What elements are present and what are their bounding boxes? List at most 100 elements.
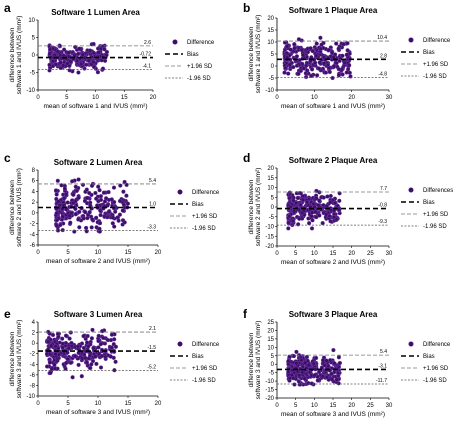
y-tick-label: 2 (32, 331, 36, 337)
y-axis-label-line: software 3 and IVUS (mm²) (255, 321, 262, 400)
x-axis-label: mean of software 3 and IVUS (mm²) (281, 411, 385, 418)
difference-point (89, 362, 94, 367)
difference-point (328, 193, 333, 199)
legend-label: -1.96 SD (423, 224, 447, 230)
difference-point (54, 211, 59, 216)
difference-point (299, 358, 304, 363)
difference-point (47, 62, 52, 67)
scatter-points (282, 35, 353, 81)
x-tick-label: 10 (311, 251, 318, 257)
difference-point (331, 64, 336, 69)
lower-limit-label: -4.1 (142, 63, 151, 69)
difference-point (66, 54, 71, 59)
difference-point (96, 50, 101, 55)
difference-point (98, 208, 103, 213)
difference-point (321, 195, 326, 200)
x-tick-label: 0 (36, 95, 40, 101)
difference-point (80, 182, 86, 187)
difference-point (331, 215, 337, 220)
difference-point (47, 360, 52, 365)
difference-point (60, 214, 65, 219)
difference-point (91, 59, 96, 65)
y-tick-label: -10 (265, 379, 274, 385)
difference-point (76, 70, 81, 75)
difference-point (287, 376, 292, 381)
difference-point (53, 344, 58, 349)
difference-point (121, 189, 126, 194)
difference-point (98, 365, 104, 370)
difference-point (326, 363, 331, 368)
y-axis-label: difference betweensoftware 3 and IVUS (m… (9, 320, 23, 399)
y-tick-label: 0 (271, 64, 275, 70)
difference-point (101, 335, 106, 340)
difference-point (330, 75, 335, 81)
difference-point (76, 177, 81, 182)
difference-point (283, 65, 288, 70)
difference-point (106, 190, 111, 195)
difference-point (74, 58, 80, 63)
difference-point (323, 70, 328, 75)
x-tick-label: 5 (294, 251, 298, 257)
difference-point (77, 46, 82, 51)
legend: Difference Bias +1.96 SD -1.96 SD (401, 37, 451, 80)
legend-label: -1.96 SD (192, 226, 216, 232)
x-tick-label: 10 (311, 95, 318, 101)
difference-point (298, 202, 303, 207)
difference-point (287, 214, 292, 219)
lower-limit-label: -9.3 (378, 219, 387, 225)
y-tick-label: -20 (265, 244, 274, 250)
difference-point (52, 362, 57, 367)
difference-point (77, 209, 82, 214)
difference-point (300, 197, 306, 202)
difference-point (337, 360, 342, 366)
difference-point (112, 224, 117, 229)
y-tick-label: 10 (267, 345, 274, 351)
panel-letter: d (243, 151, 250, 165)
panel-letter: f (243, 307, 248, 321)
lower-limit-label: -4.8 (378, 72, 387, 78)
difference-point (70, 179, 75, 184)
difference-point (117, 198, 123, 204)
difference-point (61, 196, 67, 201)
difference-point (91, 64, 97, 70)
x-tick-label: 15 (125, 250, 132, 256)
difference-point (299, 47, 304, 53)
difference-point (63, 192, 69, 197)
legend: Difference Bias +1.96 SD -1.96 SD (170, 189, 220, 232)
difference-point (337, 198, 342, 203)
y-tick-label: 25 (267, 320, 274, 326)
y-axis-label-line: software 3 and IVUS (mm²) (16, 320, 23, 399)
difference-point (101, 190, 106, 195)
difference-point (315, 378, 320, 383)
y-tick-label: -5 (269, 371, 275, 377)
difference-point (118, 183, 123, 188)
scatter-points (53, 177, 130, 234)
y-tick-label: -10 (265, 88, 274, 94)
difference-point (336, 364, 341, 369)
difference-point (75, 344, 80, 349)
difference-point (85, 195, 90, 200)
x-tick-label: 20 (348, 95, 355, 101)
difference-point (304, 74, 309, 80)
y-tick-label: 20 (267, 166, 274, 172)
upper-limit-label: 2.6 (144, 40, 151, 46)
panel-title: Software 3 Plaque Area (289, 310, 378, 319)
y-tick-label: -5 (269, 76, 275, 82)
difference-point (112, 368, 117, 373)
difference-point (85, 216, 90, 221)
difference-point (81, 334, 86, 339)
y-tick-label: 15 (267, 337, 274, 343)
y-tick-label: -10 (265, 225, 274, 231)
difference-point (288, 204, 293, 209)
difference-point (73, 212, 78, 217)
difference-point (320, 221, 325, 226)
difference-point (84, 340, 90, 345)
difference-point (336, 355, 341, 360)
difference-point (313, 209, 318, 214)
x-axis-label: mean of software 2 and IVUS (mm²) (281, 259, 385, 266)
difference-point (296, 37, 301, 42)
upper-limit-label: 2.1 (149, 326, 156, 332)
difference-point (76, 51, 81, 57)
legend-label: Difference (192, 342, 220, 348)
difference-point (95, 70, 100, 75)
